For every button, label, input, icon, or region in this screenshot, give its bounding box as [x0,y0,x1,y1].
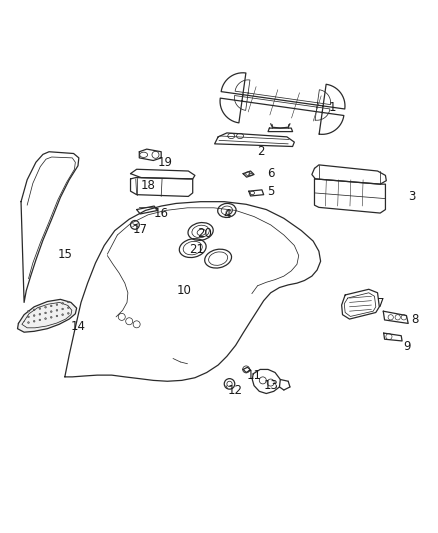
Circle shape [56,304,58,305]
Circle shape [56,315,58,317]
Text: 21: 21 [189,244,204,256]
Circle shape [67,307,69,309]
Text: 16: 16 [154,207,169,220]
Text: 8: 8 [412,313,419,326]
Circle shape [56,310,58,311]
Circle shape [62,314,64,316]
Circle shape [50,311,52,312]
Circle shape [28,310,29,312]
Circle shape [45,318,46,319]
Text: 1: 1 [329,101,337,115]
Circle shape [62,308,64,310]
Text: 2: 2 [257,146,265,158]
Circle shape [45,306,46,308]
Text: 6: 6 [267,167,275,180]
Text: 4: 4 [223,208,231,221]
Polygon shape [18,300,77,332]
Text: 3: 3 [408,190,415,203]
Text: 7: 7 [377,297,385,310]
Text: 13: 13 [263,379,278,392]
Circle shape [33,320,35,322]
Circle shape [67,301,69,303]
Circle shape [50,317,52,318]
Circle shape [39,319,41,321]
Text: 19: 19 [158,156,173,169]
Text: 20: 20 [198,227,212,240]
Circle shape [39,308,41,310]
Text: 17: 17 [133,223,148,236]
Circle shape [33,314,35,317]
Text: 11: 11 [247,369,261,382]
Text: 12: 12 [228,384,243,397]
Circle shape [50,305,52,307]
Circle shape [62,302,64,304]
Text: 5: 5 [267,184,274,198]
Circle shape [33,309,35,311]
Circle shape [67,312,69,314]
Text: 14: 14 [71,320,85,334]
Circle shape [28,316,29,318]
Text: 10: 10 [177,284,191,297]
Text: 15: 15 [57,248,72,261]
Circle shape [45,312,46,314]
Circle shape [39,313,41,315]
Circle shape [28,322,29,324]
Text: 9: 9 [403,340,411,353]
Text: 18: 18 [141,179,155,192]
